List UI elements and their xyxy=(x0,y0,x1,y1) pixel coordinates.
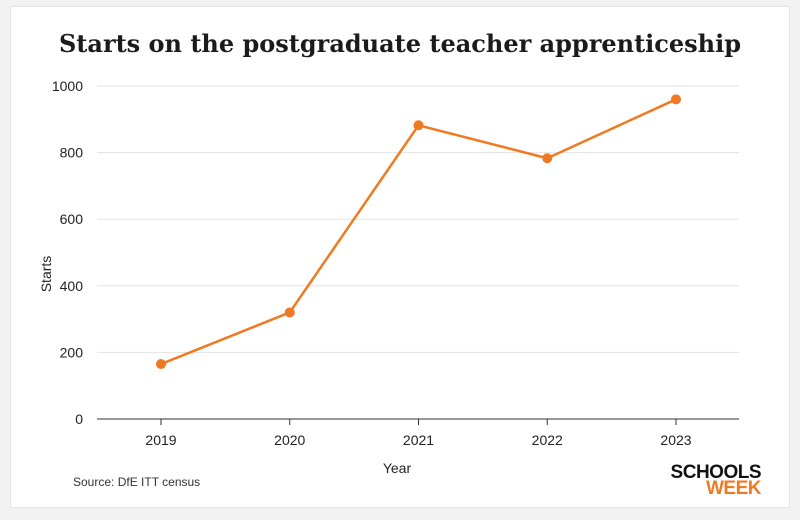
y-tick-label: 400 xyxy=(60,278,84,294)
x-tick-label: 2022 xyxy=(532,432,563,448)
y-axis-label: Starts xyxy=(38,256,54,293)
data-point xyxy=(156,359,166,370)
y-tick-label: 1000 xyxy=(52,78,83,94)
y-tick-label: 800 xyxy=(60,145,84,161)
logo-line-top: SCHOOLS xyxy=(670,462,762,483)
chart-title: Starts on the postgraduate teacher appre… xyxy=(58,29,742,58)
series-starts xyxy=(156,94,681,370)
schools-week-logo: SCHOOLS WEEK xyxy=(661,462,762,499)
chart-card: Starts on the postgraduate teacher appre… xyxy=(10,6,790,508)
axes xyxy=(97,418,739,425)
series-line xyxy=(160,98,677,366)
y-tick-label: 600 xyxy=(60,211,84,227)
line-chart: 0 200 400 600 800 1000 2019 2020 2021 2022 2023 Y… xyxy=(38,78,739,476)
data-point xyxy=(671,94,681,105)
data-point xyxy=(284,307,295,318)
x-tick-label: 2021 xyxy=(403,432,434,448)
y-tick-label: 200 xyxy=(60,344,84,360)
logo-line-bottom: WEEK xyxy=(706,478,762,499)
data-point xyxy=(542,153,553,164)
x-axis-label: Year xyxy=(383,460,412,476)
x-tick-labels: 2019 2020 2021 2022 2023 xyxy=(145,432,691,448)
y-tick-labels: 0 200 400 600 800 1000 xyxy=(52,78,83,427)
y-tick-label: 0 xyxy=(75,411,83,427)
x-tick-label: 2023 xyxy=(660,432,691,448)
source-note: Source: DfE ITT census xyxy=(73,475,201,489)
x-tick-label: 2020 xyxy=(274,432,305,448)
x-tick-label: 2019 xyxy=(145,432,176,448)
data-point xyxy=(413,120,424,131)
gridlines xyxy=(97,85,739,353)
